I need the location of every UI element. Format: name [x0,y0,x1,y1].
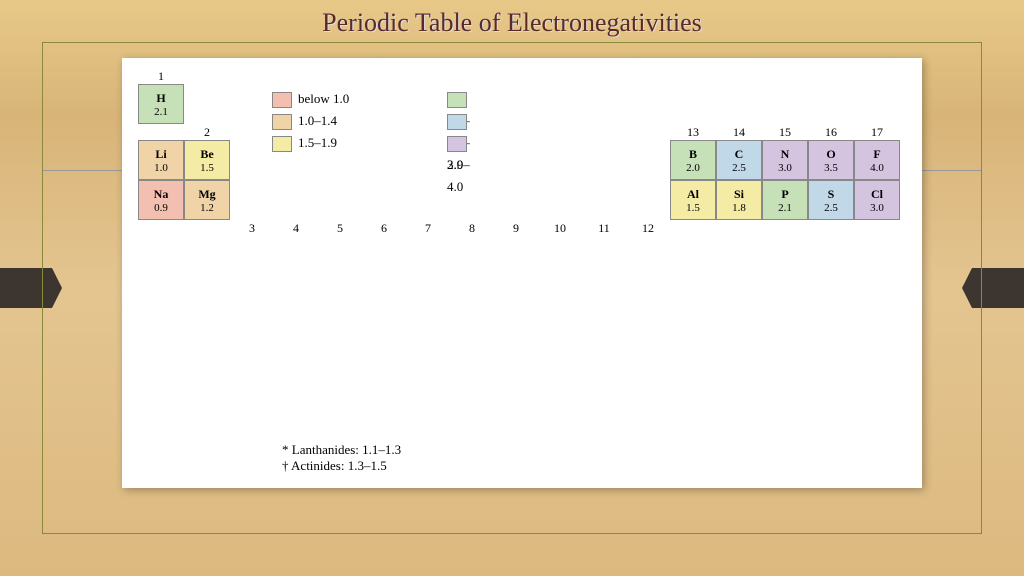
element-cell: H2.1 [138,84,184,124]
group-number [538,124,582,140]
group-number [230,124,274,140]
actinides-note: † Actinides: 1.3–1.5 [282,458,401,474]
group-number [762,220,808,236]
element-cell: P2.1 [762,180,808,220]
group-number [138,220,184,236]
group-number [274,68,318,84]
group-number [230,68,274,84]
element-grid: 1H2.12 1314151617 Li1.0Be1.5 B2.0C2.5N3.0O3… [138,68,900,236]
group-number [362,124,406,140]
group-number: 9 [494,220,538,236]
group-number [362,68,406,84]
group-number: 1 [138,68,184,84]
group-number [808,68,854,84]
group-number: 10 [538,220,582,236]
group-number [626,124,670,140]
group-number [184,220,230,236]
group-number [582,68,626,84]
element-cell: Al1.5 [670,180,716,220]
group-number: 3 [230,220,274,236]
group-number [716,220,762,236]
group-number [450,68,494,84]
group-number: 17 [854,124,900,140]
periodic-table: below 1.0 1.0–1.4 1.5–1.9 2.0–2.4 2.5–2.… [122,58,922,488]
group-number [406,124,450,140]
page-title: Periodic Table of Electronegativities [0,8,1024,38]
element-cell: Si1.8 [716,180,762,220]
group-number: 8 [450,220,494,236]
group-number [854,68,900,84]
element-cell: Cl3.0 [854,180,900,220]
group-number [670,68,716,84]
group-number [854,220,900,236]
group-number [762,68,808,84]
group-number [450,124,494,140]
group-number [670,220,716,236]
element-cell: Li1.0 [138,140,184,180]
element-cell: Mg1.2 [184,180,230,220]
footnotes: * Lanthanides: 1.1–1.3 † Actinides: 1.3–… [282,442,401,474]
group-number [274,124,318,140]
element-cell: F4.0 [854,140,900,180]
group-number: 16 [808,124,854,140]
lanthanides-note: * Lanthanides: 1.1–1.3 [282,442,401,458]
element-cell: N3.0 [762,140,808,180]
group-number: 5 [318,220,362,236]
group-number [626,68,670,84]
group-number: 4 [274,220,318,236]
group-number [406,68,450,84]
group-number [184,68,230,84]
group-number [494,68,538,84]
element-cell: Na0.9 [138,180,184,220]
group-number [582,124,626,140]
group-number: 7 [406,220,450,236]
element-cell: C2.5 [716,140,762,180]
element-cell: O3.5 [808,140,854,180]
group-number: 11 [582,220,626,236]
element-cell: B2.0 [670,140,716,180]
group-number: 14 [716,124,762,140]
group-number: 13 [670,124,716,140]
element-cell: Be1.5 [184,140,230,180]
group-number [138,124,184,140]
group-number [318,124,362,140]
group-number [318,68,362,84]
group-number: 15 [762,124,808,140]
group-number [538,68,582,84]
group-number [494,124,538,140]
group-number: 2 [184,124,230,140]
group-number: 12 [626,220,670,236]
group-number [808,220,854,236]
element-cell: S2.5 [808,180,854,220]
group-number [716,68,762,84]
group-number: 6 [362,220,406,236]
